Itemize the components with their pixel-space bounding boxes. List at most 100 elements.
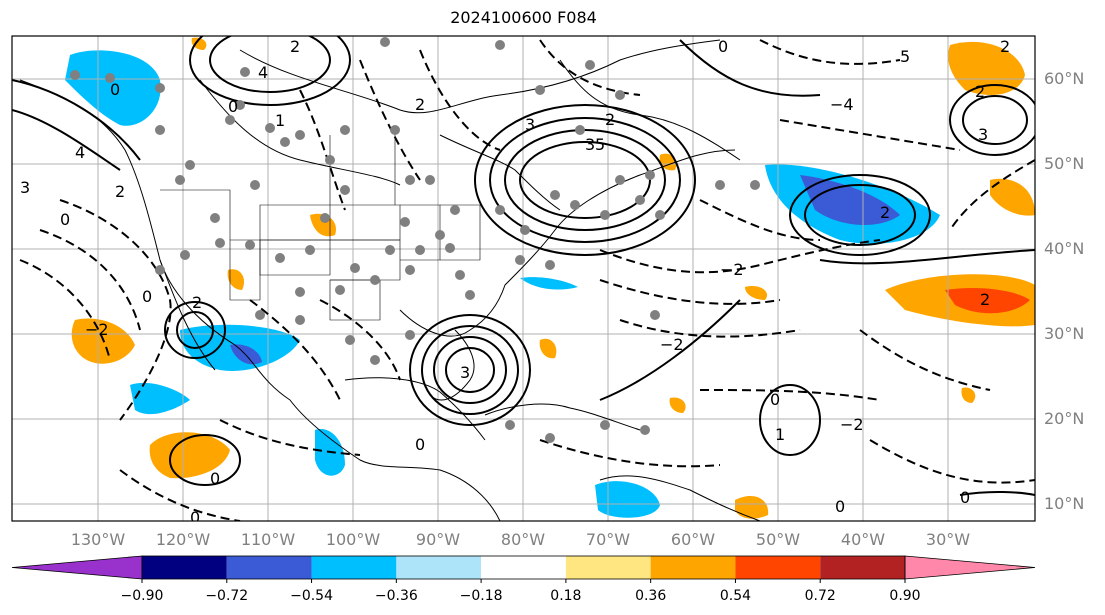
lat-label: 50°N — [1044, 154, 1084, 173]
positive-fill-area — [191, 37, 207, 50]
colorbar-segment — [650, 556, 736, 579]
contour-label: 0 — [770, 390, 780, 409]
contour-label: 2 — [1000, 37, 1010, 56]
positive-strong-area — [945, 288, 1030, 314]
contour-label: 5 — [900, 47, 910, 66]
lat-label: 30°N — [1044, 324, 1084, 343]
colorbar-segment — [820, 556, 905, 579]
negative-fill-area — [520, 277, 578, 290]
station-dots — [70, 37, 760, 443]
contour-label: 0 — [415, 435, 425, 454]
negative-strong-area — [230, 344, 262, 365]
contour-label: −2 — [660, 335, 684, 354]
lat-label: 40°N — [1044, 239, 1084, 258]
negative-fill-area — [65, 50, 161, 126]
contour-label: 5 — [595, 135, 605, 154]
contour-label: −2 — [85, 320, 109, 339]
lon-label: 90°W — [416, 530, 460, 549]
colorbar-tick-label: 0.36 — [635, 588, 666, 604]
negative-strong-area — [800, 175, 900, 226]
coastlines — [19, 39, 761, 521]
contour-label: 2 — [880, 203, 890, 222]
colorbar-segment — [735, 556, 821, 579]
contour-label: 0 — [960, 488, 970, 507]
lat-label: 20°N — [1044, 409, 1084, 428]
contour-label: 2 — [975, 82, 985, 101]
contour-label: 0 — [142, 287, 152, 306]
colorbar: −0.90 −0.72 −0.54 −0.36 −0.18 0.18 0.36 0.54 0.7… — [11, 555, 1036, 604]
positive-fill-area — [961, 387, 976, 403]
contour-label: −2 — [720, 260, 744, 279]
contour-label: 0 — [210, 469, 220, 488]
lon-label: 60°W — [671, 530, 715, 549]
contour-label: 3 — [20, 178, 30, 197]
positive-fill-area — [990, 178, 1035, 216]
lon-label: 80°W — [501, 530, 545, 549]
contour-label: 3 — [978, 125, 988, 144]
lon-label: 100°W — [326, 530, 381, 549]
colorbar-segment — [396, 556, 482, 579]
contour-label: 2 — [192, 293, 202, 312]
colorbar-segment — [565, 556, 651, 579]
colorbar-tick-label: 0.72 — [805, 588, 836, 604]
colorbar-tick-label: −0.90 — [121, 588, 164, 604]
lon-label: 70°W — [586, 530, 630, 549]
contour-label: −2 — [840, 415, 864, 434]
contour-label: 4 — [258, 63, 268, 82]
negative-fill-area — [130, 382, 190, 415]
contour-label: 4 — [75, 143, 85, 162]
longitude-axis: 130°W 120°W 110°W 100°W 90°W 80°W 70°W 6… — [71, 530, 970, 549]
positive-fill-area — [948, 41, 1025, 95]
contour-label: 2 — [980, 290, 990, 309]
lon-label: 110°W — [241, 530, 296, 549]
contour-label: 3 — [460, 363, 470, 382]
positive-fill-area — [669, 397, 686, 413]
colorbar-segment — [142, 556, 227, 579]
colorbar-extend-low — [11, 555, 143, 580]
latitude-axis: 60°N 50°N 40°N 30°N 20°N 10°N — [1044, 69, 1084, 513]
lat-label: 10°N — [1044, 494, 1084, 513]
colorbar-tick-label: 0.90 — [889, 588, 920, 604]
contour-label: 2 — [415, 95, 425, 114]
contour-labels: 3 5 2 3 3 2 2 3 4 0 0 4 2 1 0 2 −2 2 0 0… — [20, 37, 1010, 527]
contour-label: 0 — [718, 37, 728, 56]
contour-label: 0 — [60, 210, 70, 229]
contour-label: 3 — [525, 115, 535, 134]
negative-contours — [19, 39, 1035, 521]
lon-label: 50°W — [756, 530, 800, 549]
contour-label: 0 — [228, 97, 238, 116]
colorbar-tick-label: −0.18 — [460, 588, 503, 604]
contour-label: 2 — [115, 182, 125, 201]
positive-fill-area — [745, 286, 768, 300]
chart-title: 2024100600 F084 — [450, 8, 597, 27]
negative-fill-area — [595, 481, 660, 518]
colorbar-segment — [311, 556, 397, 579]
contour-label: 2 — [290, 37, 300, 56]
colorbar-segment — [226, 556, 312, 579]
lon-label: 30°W — [926, 530, 970, 549]
colorbar-segment — [481, 556, 566, 579]
contour-label: 0 — [835, 497, 845, 516]
contour-label: 0 — [110, 80, 120, 99]
map-frame — [11, 35, 1036, 522]
lon-label: 40°W — [841, 530, 885, 549]
lon-label: 130°W — [71, 530, 126, 549]
colorbar-tick-label: −0.36 — [375, 588, 418, 604]
colorbar-outline — [141, 555, 906, 580]
lon-label: 120°W — [156, 530, 211, 549]
colorbar-tick-label: 0.54 — [720, 588, 751, 604]
colorbar-tick-label: −0.54 — [290, 588, 333, 604]
contour-label: −4 — [830, 95, 854, 114]
colorbar-tick-label: 0.18 — [550, 588, 581, 604]
positive-fill-area — [227, 269, 245, 290]
contour-label: 0 — [190, 508, 200, 527]
lat-label: 60°N — [1044, 69, 1084, 88]
contour-label: 1 — [275, 111, 285, 130]
colorbar-extend-high — [904, 555, 1036, 580]
contour-label: 3 — [585, 135, 595, 154]
positive-fill-area — [149, 432, 230, 479]
state-borders — [160, 135, 481, 321]
positive-fill-area — [735, 495, 769, 519]
positive-fill-area — [539, 338, 557, 359]
